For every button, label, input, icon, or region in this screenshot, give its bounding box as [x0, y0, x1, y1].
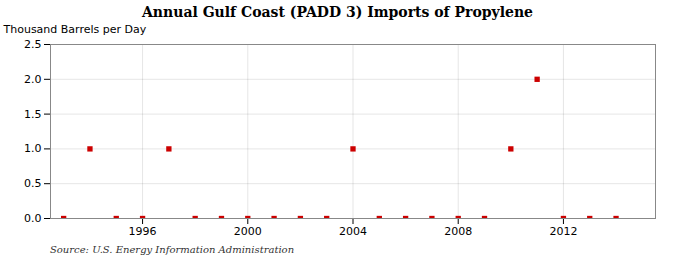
- svg-text:1996: 1996: [129, 225, 157, 238]
- svg-text:1.5: 1.5: [24, 108, 42, 121]
- svg-text:0.0: 0.0: [24, 212, 42, 225]
- svg-text:1.0: 1.0: [24, 142, 42, 155]
- svg-text:2004: 2004: [339, 225, 367, 238]
- svg-text:2000: 2000: [234, 225, 262, 238]
- svg-text:2008: 2008: [444, 225, 472, 238]
- svg-text:0.5: 0.5: [24, 177, 42, 190]
- svg-text:2012: 2012: [549, 225, 577, 238]
- svg-text:2.0: 2.0: [24, 73, 42, 86]
- html-text:Source: U.S. Energy Informatio: Source: U.S. Energy Information Administ…: [50, 244, 295, 255]
- html-text:Annual Gulf Coast (PADD 3) Imp: Annual Gulf Coast (PADD 3) Imports of Pr…: [142, 4, 533, 20]
- svg-text:Thousand Barrels per Day: Thousand Barrels per Day: [3, 23, 147, 36]
- svg-text:2.5: 2.5: [24, 38, 42, 51]
